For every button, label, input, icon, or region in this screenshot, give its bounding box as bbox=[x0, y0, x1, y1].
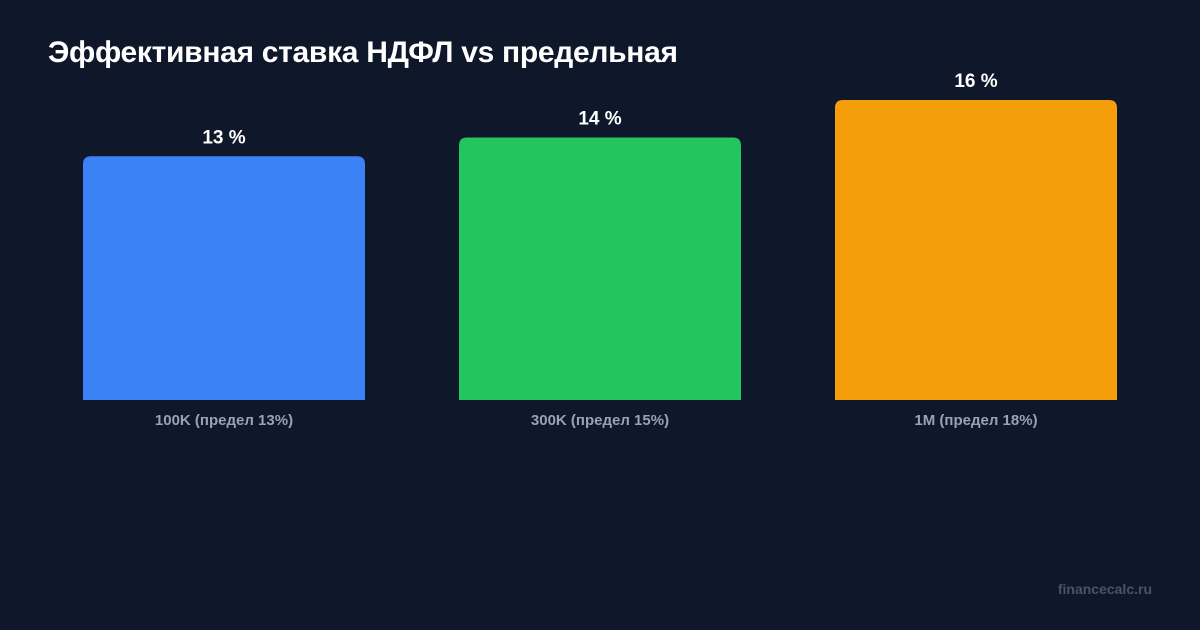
category-label-1: 100K (предел 13%) bbox=[155, 412, 293, 429]
value-labels-group: 13 % 14 % 16 % bbox=[202, 71, 997, 148]
category-label-3: 1M (предел 18%) bbox=[914, 412, 1037, 429]
bar-value-label-2: 14 % bbox=[578, 109, 621, 130]
bar-2 bbox=[459, 137, 741, 400]
bar-value-label-1: 13 % bbox=[202, 127, 245, 148]
category-label-2: 300K (предел 15%) bbox=[531, 412, 669, 429]
bar-1 bbox=[83, 156, 365, 400]
bars-group bbox=[83, 100, 1117, 400]
site-watermark: financecalc.ru bbox=[1057, 581, 1152, 597]
bar-3 bbox=[835, 100, 1117, 400]
category-labels-group: 100K (предел 13%) 300K (предел 15%) 1M (пр… bbox=[155, 412, 1038, 429]
bar-value-label-3: 16 % bbox=[954, 71, 997, 92]
chart-title: Эффективная ставка НДФЛ vs предельная bbox=[48, 36, 678, 69]
